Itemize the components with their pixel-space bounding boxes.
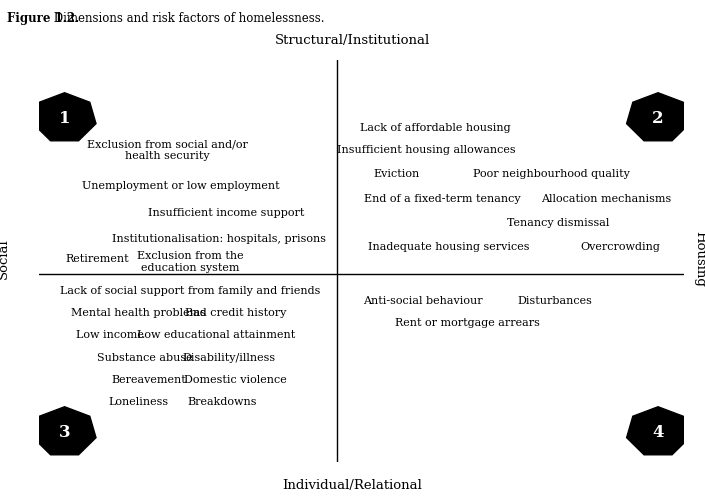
Text: Breakdowns: Breakdowns: [188, 397, 257, 407]
Text: Institutionalisation: hospitals, prisons: Institutionalisation: hospitals, prisons: [112, 234, 326, 244]
Text: 4: 4: [652, 423, 664, 440]
Text: Low educational attainment: Low educational attainment: [137, 331, 295, 340]
Text: Retirement: Retirement: [65, 254, 128, 264]
Polygon shape: [33, 407, 96, 455]
Text: Individual/Relational: Individual/Relational: [283, 479, 422, 492]
Text: Social: Social: [0, 238, 10, 279]
Polygon shape: [627, 93, 689, 141]
Polygon shape: [627, 407, 689, 455]
Text: Substance abuse: Substance abuse: [97, 352, 193, 362]
Text: 1: 1: [59, 109, 70, 127]
Text: Loneliness: Loneliness: [109, 397, 168, 407]
Text: Inadequate housing services: Inadequate housing services: [367, 242, 529, 252]
Text: Poor neighbourhood quality: Poor neighbourhood quality: [473, 169, 630, 179]
Text: Exclusion from the
education system: Exclusion from the education system: [137, 250, 244, 273]
Text: Mental health problems: Mental health problems: [71, 308, 207, 318]
Text: Housing: Housing: [693, 231, 705, 286]
Text: End of a fixed-term tenancy: End of a fixed-term tenancy: [364, 193, 520, 204]
Text: Eviction: Eviction: [374, 169, 420, 179]
Text: Tenancy dismissal: Tenancy dismissal: [507, 218, 609, 228]
Text: Lack of social support from family and friends: Lack of social support from family and f…: [60, 286, 321, 296]
Text: Figure 1.2.: Figure 1.2.: [7, 12, 79, 25]
Text: 3: 3: [59, 423, 70, 440]
Polygon shape: [33, 93, 96, 141]
Text: Low income: Low income: [76, 331, 144, 340]
Text: Exclusion from social and/or
health security: Exclusion from social and/or health secu…: [87, 139, 248, 162]
Text: Overcrowding: Overcrowding: [581, 242, 661, 252]
Text: Insufficient income support: Insufficient income support: [149, 208, 305, 218]
Text: Bereavement: Bereavement: [111, 375, 186, 385]
Text: Lack of affordable housing: Lack of affordable housing: [360, 123, 511, 133]
Text: Dimensions and risk factors of homelessness.: Dimensions and risk factors of homelessn…: [49, 12, 324, 25]
Text: Insufficient housing allowances: Insufficient housing allowances: [336, 145, 515, 155]
Text: Unemployment or low employment: Unemployment or low employment: [82, 181, 279, 191]
Text: Bad credit history: Bad credit history: [185, 308, 286, 318]
Text: Domestic violence: Domestic violence: [184, 375, 287, 385]
Text: Allocation mechanisms: Allocation mechanisms: [541, 193, 672, 204]
Text: Disturbances: Disturbances: [517, 296, 592, 306]
Text: Disability/illness: Disability/illness: [183, 352, 276, 362]
Text: Rent or mortgage arrears: Rent or mortgage arrears: [396, 318, 540, 329]
Text: 2: 2: [652, 109, 664, 127]
Text: Anti-social behaviour: Anti-social behaviour: [363, 296, 482, 306]
Text: Structural/Institutional: Structural/Institutional: [275, 34, 430, 47]
